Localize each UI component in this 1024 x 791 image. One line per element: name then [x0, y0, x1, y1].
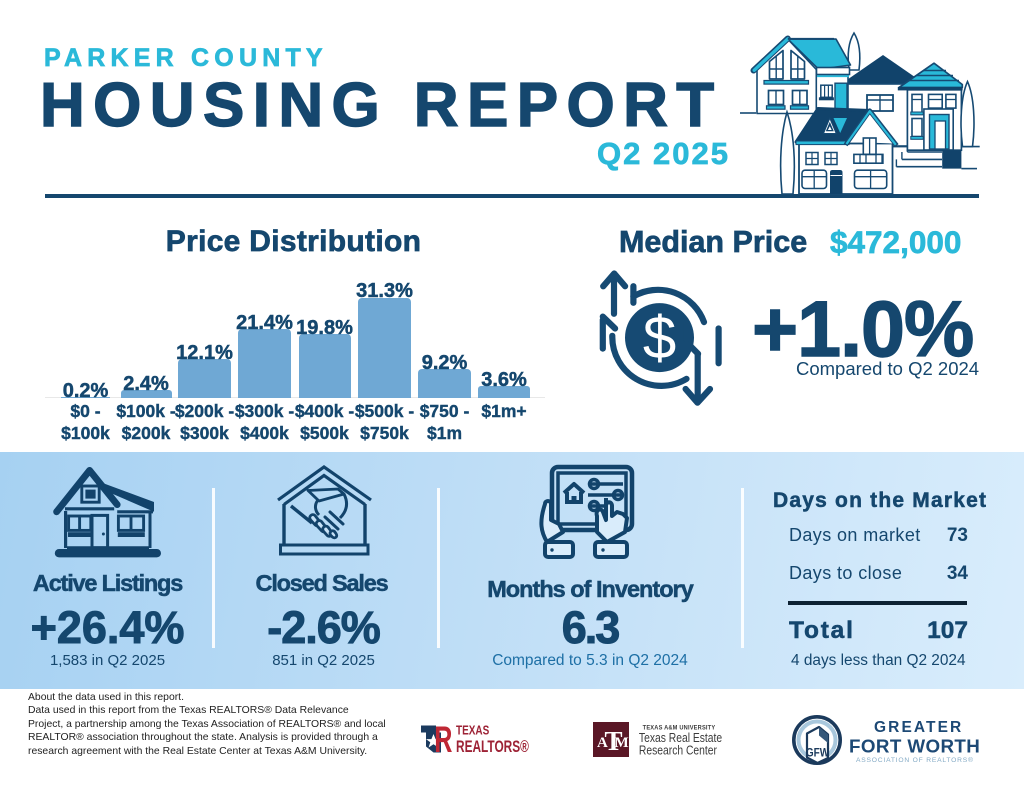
svg-text:REALTORS®: REALTORS®: [456, 738, 529, 754]
svg-text:Texas Real Estate: Texas Real Estate: [639, 732, 722, 745]
svg-text:$: $: [643, 304, 676, 371]
svg-text:TEXAS: TEXAS: [456, 725, 490, 738]
svg-text:Research Center: Research Center: [639, 745, 717, 758]
svg-text:M: M: [615, 735, 629, 751]
svg-text:A: A: [597, 735, 608, 751]
svg-text:T: T: [605, 726, 623, 756]
svg-text:TEXAS A&M UNIVERSITY: TEXAS A&M UNIVERSITY: [643, 725, 716, 731]
svg-text:FORT WORTH: FORT WORTH: [849, 736, 980, 757]
svg-text:ASSOCIATION OF REALTORS®: ASSOCIATION OF REALTORS®: [856, 756, 974, 764]
svg-text:GREATER: GREATER: [874, 719, 963, 736]
svg-text:R: R: [434, 722, 452, 754]
svg-text:GFW: GFW: [806, 747, 830, 760]
